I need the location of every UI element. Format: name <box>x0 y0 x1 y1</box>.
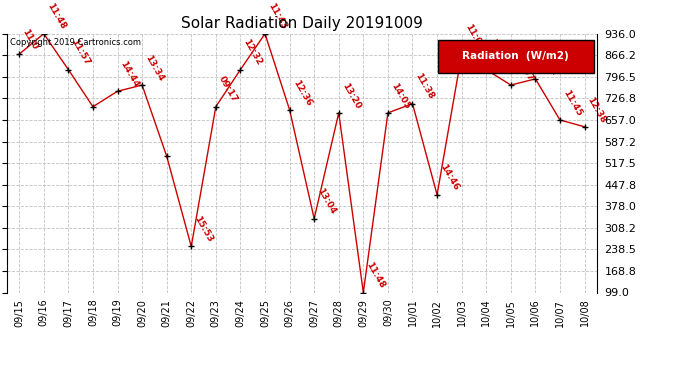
Text: 13:34: 13:34 <box>144 53 166 82</box>
Text: 13:07: 13:07 <box>512 53 534 82</box>
Title: Solar Radiation Daily 20191009: Solar Radiation Daily 20191009 <box>181 16 423 31</box>
FancyBboxPatch shape <box>437 40 594 73</box>
Text: 14:44: 14:44 <box>119 59 141 89</box>
Text: 12:38: 12:38 <box>586 95 608 124</box>
Text: 11:48: 11:48 <box>364 261 386 290</box>
Text: 13:04: 13:04 <box>315 187 337 216</box>
Text: 14:46: 14:46 <box>438 163 460 192</box>
Text: 11:09: 11:09 <box>463 22 485 52</box>
Text: 14:05: 14:05 <box>389 81 411 110</box>
Text: 11:43: 11:43 <box>266 2 288 31</box>
Text: 11:0: 11:0 <box>21 28 39 52</box>
Text: 12:36: 12:36 <box>290 78 313 107</box>
Text: 12:22: 12:22 <box>537 47 559 76</box>
Text: 13:46: 13:46 <box>487 38 510 67</box>
Text: 13:20: 13:20 <box>340 81 362 110</box>
Text: 11:57: 11:57 <box>70 38 92 67</box>
Text: Radiation  (W/m2): Radiation (W/m2) <box>462 51 569 61</box>
Text: 11:45: 11:45 <box>561 88 583 117</box>
Text: 15:53: 15:53 <box>193 214 215 244</box>
Text: 12:32: 12:32 <box>241 38 264 67</box>
Text: 11:48: 11:48 <box>45 2 67 31</box>
Text: Copyright 2019 Cartronics.com: Copyright 2019 Cartronics.com <box>10 38 141 46</box>
Text: 09:17: 09:17 <box>217 75 239 104</box>
Text: 11:38: 11:38 <box>414 72 436 101</box>
